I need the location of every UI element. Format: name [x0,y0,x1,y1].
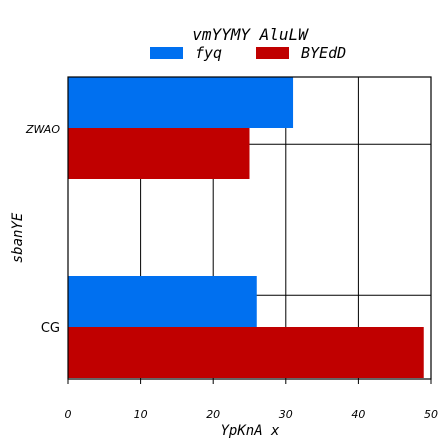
bar-ZWAO-fyq [68,77,294,128]
legend-swatch-fyq [150,47,183,59]
legend-label-byedd: BYEdD [301,44,346,62]
plot-frame [67,76,432,380]
y-tick-label-1: CG [41,321,60,336]
x-tick-label-0: 0 [65,408,72,421]
x-tick-label-5: 50 [424,408,438,421]
y-axis-label: sbanYE [10,212,26,263]
plot-area: ZWAO CG 0 10 20 30 40 50 [25,76,438,421]
x-axis-label: YpKnA x [220,423,280,439]
y-tick-label-0: ZWAO [25,123,60,136]
legend-swatch-byedd [256,47,289,59]
x-tick-label-3: 30 [279,408,293,421]
chart-title: vmYYMY AluLW [192,25,309,44]
x-tick-label-2: 20 [206,408,220,421]
bar-ZWAO-BYEdD [68,128,250,179]
x-tick-label-4: 40 [351,408,365,421]
x-tick-label-1: 10 [134,408,148,421]
legend: fyq BYEdD [150,44,346,62]
bar-CG-BYEdD [68,327,424,378]
bar-CG-fyq [68,276,257,327]
legend-label-fyq: fyq [195,44,222,62]
